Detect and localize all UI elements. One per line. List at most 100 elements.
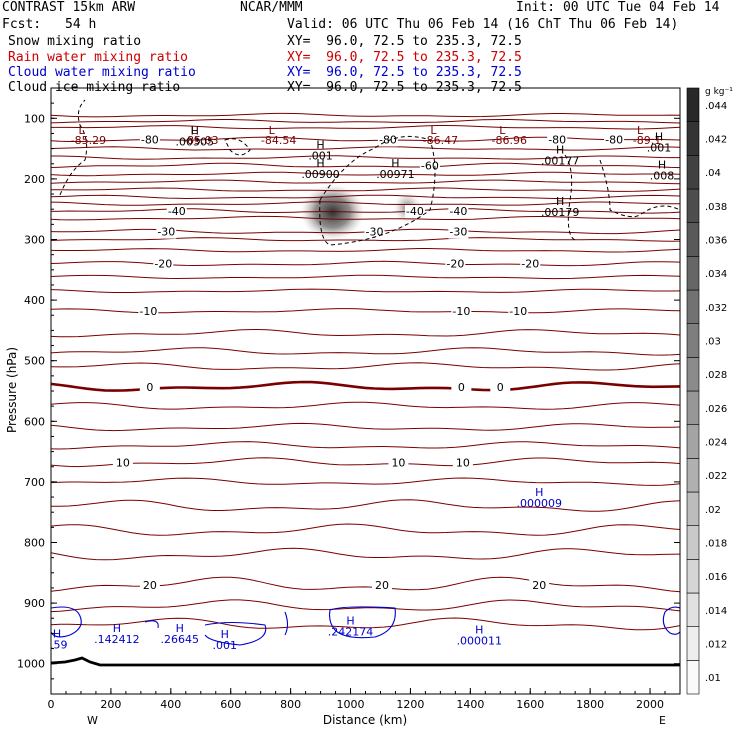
plot-area: -80 -80 -80 -80 -60 -40 -40 -40 -30 -30 -30 -20 -20 -… — [51, 99, 680, 667]
temperature-contour — [51, 201, 680, 206]
isotherm-label: -80 — [141, 134, 159, 147]
colorbar-label: .014 — [705, 606, 727, 617]
colorbar-label: .01 — [705, 673, 721, 684]
isotherm-label-bg — [529, 578, 550, 592]
x-tick-label: 0 — [48, 698, 55, 711]
temperature-contour — [51, 599, 680, 613]
temperature-contour — [51, 179, 680, 185]
field-snow-name: Snow mixing ratio — [8, 34, 142, 49]
fcst-label: Fcst: — [2, 17, 42, 32]
y-tick-label: 300 — [24, 234, 45, 247]
maximum-value: .00971 — [376, 168, 415, 181]
colorbar-box — [686, 424, 700, 459]
valid-time: Valid: 06 UTC Thu 06 Feb 14 (16 ChT Thu … — [287, 17, 679, 32]
isotherm-label: -10 — [139, 305, 157, 318]
y-tick-label: 500 — [24, 355, 45, 368]
cloud-water-contour — [51, 606, 82, 638]
x-tick-label: 600 — [220, 698, 241, 711]
isotherm-label: -20 — [154, 258, 172, 271]
snow-contour-dashed — [564, 154, 576, 241]
isotherm-label-bg — [490, 380, 511, 394]
isotherm-label: -80 — [605, 134, 623, 147]
colorbar-label: .038 — [705, 202, 727, 213]
temperature-contour — [51, 215, 680, 221]
y-axis-label: Pressure (hPa) — [5, 347, 19, 433]
maximum-value: .000009 — [516, 497, 562, 510]
east-label: E — [659, 714, 666, 727]
maximum-marker: H — [221, 628, 229, 641]
temperature-contour — [51, 171, 680, 177]
chart-header: CONTRAST 15km ARW NCAR/MMM Init: 00 UTC … — [0, 0, 740, 100]
isotherm-label: 0 — [497, 381, 504, 394]
isotherm-label-bg — [139, 578, 160, 592]
maximum-marker: H — [391, 157, 399, 170]
isotherm-label-bg — [404, 205, 425, 219]
colorbar-label: .018 — [705, 539, 727, 550]
snow-max-shading — [300, 184, 365, 241]
isotherm-label: -10 — [509, 305, 527, 318]
isotherm-label-bg — [445, 257, 466, 271]
y-tick-label: 100 — [24, 112, 45, 125]
minimum-value: -89.1 — [633, 134, 661, 147]
maximum-marker: H — [535, 486, 543, 499]
colorbar-label: .026 — [705, 404, 727, 415]
x-tick-label: 1000 — [337, 698, 365, 711]
field-cloudwater-name: Cloud water mixing ratio — [8, 65, 196, 80]
x-tick-label: 2000 — [636, 698, 664, 711]
colorbar-label: .034 — [705, 269, 727, 280]
temperature-contour — [51, 187, 680, 192]
minimum-value: -84.54 — [261, 134, 296, 147]
maximum-value: .142412 — [94, 633, 140, 646]
isotherm-label: -40 — [168, 205, 186, 218]
minimum-value: -86.96 — [492, 134, 527, 147]
colorbar-box — [686, 458, 700, 493]
temperature-contour — [51, 422, 680, 432]
isotherm-line — [51, 162, 680, 169]
maximum-marker: H — [316, 157, 324, 170]
temperature-contour — [51, 362, 680, 371]
field-cloudwater-xy: XY= 96.0, 72.5 to 235.3, 72.5 — [287, 65, 522, 80]
snow-contour-dashed — [59, 99, 88, 196]
colorbar-label: .032 — [705, 303, 727, 314]
isotherm-label: 20 — [375, 579, 389, 592]
maximum-value: .00305 — [176, 136, 215, 149]
maximum-marker: H — [113, 622, 121, 635]
isotherm-label: -60 — [421, 160, 439, 173]
colorbar-box — [686, 525, 700, 560]
temperature-contour — [51, 547, 680, 561]
isotherm-label: -40 — [449, 205, 467, 218]
x-tick-label: 1200 — [396, 698, 424, 711]
colorbar-label: .02 — [705, 505, 721, 516]
isotherm-label-bg — [156, 225, 177, 239]
field-rain-name: Rain water mixing ratio — [8, 50, 189, 65]
isotherm-label-bg — [508, 305, 529, 319]
isotherm-label-bg — [604, 133, 625, 147]
temperature-contour — [51, 119, 680, 124]
y-tick-label: 800 — [24, 537, 45, 550]
isotherm-label-bg — [139, 133, 160, 147]
isotherm-label: 0 — [458, 381, 465, 394]
colorbar-label: .016 — [705, 572, 727, 583]
colorbar-box — [686, 289, 700, 324]
temperature-contour — [51, 617, 680, 631]
temperature-contour — [51, 328, 680, 338]
maximum-marker: H — [658, 159, 666, 172]
isotherm-label-bg — [451, 305, 472, 319]
minimum-marker: L — [78, 124, 85, 137]
isotherm-line — [51, 457, 680, 468]
colorbar-box — [686, 323, 700, 358]
maximum-marker: H — [176, 622, 184, 635]
isotherm-label: -40 — [406, 205, 424, 218]
isotherm-label: -10 — [452, 305, 470, 318]
temperature-contour — [51, 248, 680, 253]
temperature-contour — [51, 477, 680, 486]
maximum-value: .00179 — [541, 206, 580, 219]
snow-contour-dashed — [599, 159, 680, 218]
field-snow-xy: XY= 96.0, 72.5 to 235.3, 72.5 — [287, 34, 522, 49]
y-tick-label: 900 — [24, 597, 45, 610]
minimum-marker: L — [499, 124, 506, 137]
colorbar-label: .022 — [705, 471, 727, 482]
isotherm-label: -30 — [366, 226, 384, 239]
cloud-water-contour — [662, 606, 680, 635]
temperature-contour — [51, 112, 680, 118]
